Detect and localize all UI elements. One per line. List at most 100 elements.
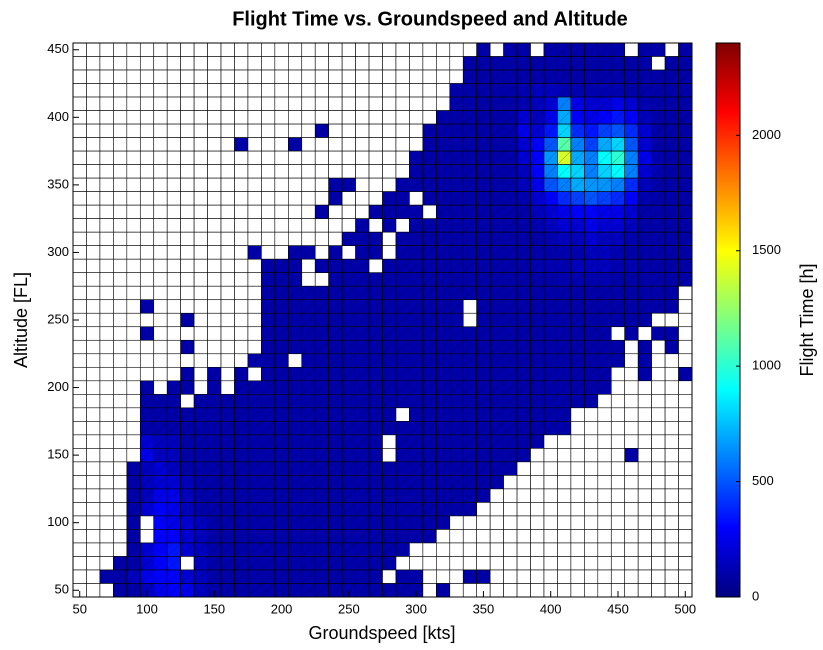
cell-diagonal xyxy=(409,475,424,490)
empty-cell xyxy=(516,461,531,476)
cell-diagonal xyxy=(489,56,504,71)
empty-cell xyxy=(503,556,518,571)
cell-diagonal xyxy=(368,448,383,463)
cell-diagonal xyxy=(395,340,410,354)
empty-cell xyxy=(166,312,181,328)
cell-diagonal xyxy=(355,569,370,584)
cell-diagonal xyxy=(220,475,235,490)
empty-cell xyxy=(86,407,101,422)
empty-cell xyxy=(247,150,262,165)
cell-diagonal xyxy=(382,461,397,476)
empty-cell xyxy=(247,123,262,138)
cell-diagonal xyxy=(651,259,666,273)
cell-diagonal xyxy=(368,272,383,287)
empty-cell xyxy=(422,42,437,57)
empty-cell xyxy=(207,204,222,219)
empty-cell xyxy=(139,204,155,219)
empty-cell xyxy=(247,96,262,111)
empty-cell xyxy=(341,245,356,260)
empty-cell xyxy=(678,475,693,490)
cell-diagonal xyxy=(395,299,410,314)
cell-diagonal xyxy=(341,502,356,517)
empty-cell xyxy=(126,191,141,206)
empty-cell xyxy=(570,475,585,490)
empty-cell xyxy=(610,542,626,557)
empty-cell xyxy=(382,164,397,179)
cell-diagonal xyxy=(449,137,464,152)
cell-diagonal xyxy=(463,150,477,165)
cell-diagonal xyxy=(301,556,316,571)
empty-cell xyxy=(678,353,693,368)
empty-cell xyxy=(678,434,693,449)
cell-diagonal xyxy=(597,164,612,179)
cell-diagonal xyxy=(516,394,531,409)
empty-cell xyxy=(503,502,518,517)
cell-diagonal xyxy=(368,407,383,422)
empty-cell xyxy=(261,177,276,192)
cell-diagonal xyxy=(664,340,679,354)
cell-diagonal xyxy=(409,164,424,179)
empty-cell xyxy=(180,245,195,260)
cell-diagonal xyxy=(341,475,356,490)
cell-diagonal xyxy=(247,394,262,409)
cell-diagonal xyxy=(557,164,572,179)
empty-cell xyxy=(99,515,114,530)
cell-diagonal xyxy=(274,367,289,381)
cell-diagonal xyxy=(355,515,370,530)
cell-diagonal xyxy=(476,421,491,436)
cell-diagonal xyxy=(624,69,639,84)
empty-cell xyxy=(126,285,141,301)
empty-cell xyxy=(99,407,114,422)
empty-cell xyxy=(274,137,289,152)
empty-cell xyxy=(126,258,141,274)
empty-cell xyxy=(86,285,101,301)
empty-cell xyxy=(301,42,316,57)
cell-diagonal xyxy=(409,421,424,436)
cell-diagonal xyxy=(611,83,625,98)
cell-diagonal xyxy=(167,556,181,571)
empty-cell xyxy=(247,164,262,179)
cell-diagonal xyxy=(611,299,625,314)
cell-diagonal xyxy=(530,245,545,260)
empty-cell xyxy=(193,353,208,368)
empty-cell xyxy=(530,488,545,503)
cell-diagonal xyxy=(436,326,450,341)
cell-diagonal xyxy=(463,394,477,409)
cell-diagonal xyxy=(503,123,518,138)
empty-cell xyxy=(180,258,195,274)
cell-diagonal xyxy=(664,69,679,84)
empty-cell xyxy=(678,339,693,355)
empty-cell xyxy=(516,583,531,598)
cell-diagonal xyxy=(449,367,464,381)
empty-cell xyxy=(543,529,558,544)
cell-diagonal xyxy=(234,488,249,503)
cell-diagonal xyxy=(611,69,625,84)
empty-cell xyxy=(207,137,222,152)
cell-diagonal xyxy=(328,542,343,557)
cell-diagonal xyxy=(530,259,545,273)
cell-diagonal xyxy=(409,340,424,354)
empty-cell xyxy=(113,448,128,463)
cell-diagonal xyxy=(341,569,356,584)
empty-cell xyxy=(126,448,141,463)
cell-diagonal xyxy=(368,245,383,260)
cell-diagonal xyxy=(153,488,168,503)
cell-diagonal xyxy=(382,502,397,517)
empty-cell xyxy=(113,204,128,219)
cell-diagonal xyxy=(288,421,302,436)
cell-diagonal xyxy=(637,286,652,300)
empty-cell xyxy=(664,434,679,449)
cell-diagonal xyxy=(463,231,477,246)
cell-diagonal xyxy=(274,556,289,571)
cell-diagonal xyxy=(664,259,679,273)
cell-diagonal xyxy=(476,367,491,381)
cell-diagonal xyxy=(637,204,652,219)
empty-cell xyxy=(193,272,208,287)
cell-diagonal xyxy=(301,326,316,341)
empty-cell xyxy=(166,231,181,246)
empty-cell xyxy=(72,258,87,274)
empty-cell xyxy=(220,177,235,192)
empty-cell xyxy=(530,542,545,557)
empty-cell xyxy=(462,42,477,57)
cell-diagonal xyxy=(193,434,208,449)
